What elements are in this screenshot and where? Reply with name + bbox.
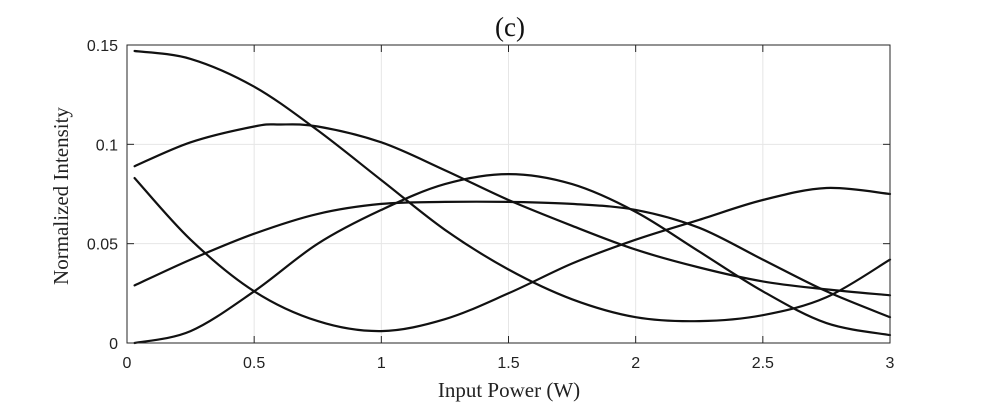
x-tick-label: 3: [886, 355, 895, 372]
series-line-4: [133, 200, 892, 319]
x-tick-label: 2.5: [752, 355, 774, 372]
series-lines: [133, 49, 892, 345]
x-tick-labels: 0 0.5 1 1.5 2 2.5 3: [123, 355, 895, 372]
x-tick-label: 0.5: [243, 355, 265, 372]
y-tick-label: 0.1: [96, 137, 118, 154]
chart-title: (c): [495, 12, 525, 42]
series-line-1: [133, 49, 892, 323]
x-tick-label: 1.5: [497, 355, 519, 372]
series-line-5: [133, 173, 892, 345]
x-tick-label: 1: [377, 355, 386, 372]
axis-ticks: [126, 44, 891, 344]
y-tick-label: 0.05: [87, 237, 118, 254]
y-tick-labels: 0 0.05 0.1 0.15: [87, 38, 118, 353]
y-tick-label: 0.15: [87, 38, 118, 55]
x-axis-title: Input Power (W): [438, 378, 580, 402]
x-tick-label: 2: [631, 355, 640, 372]
series-line-2: [133, 123, 892, 297]
x-tick-label: 0: [123, 355, 132, 372]
y-tick-label: 0: [109, 336, 118, 353]
y-axis-title: Normalized Intensity: [49, 107, 73, 285]
series-line-3: [133, 177, 892, 333]
